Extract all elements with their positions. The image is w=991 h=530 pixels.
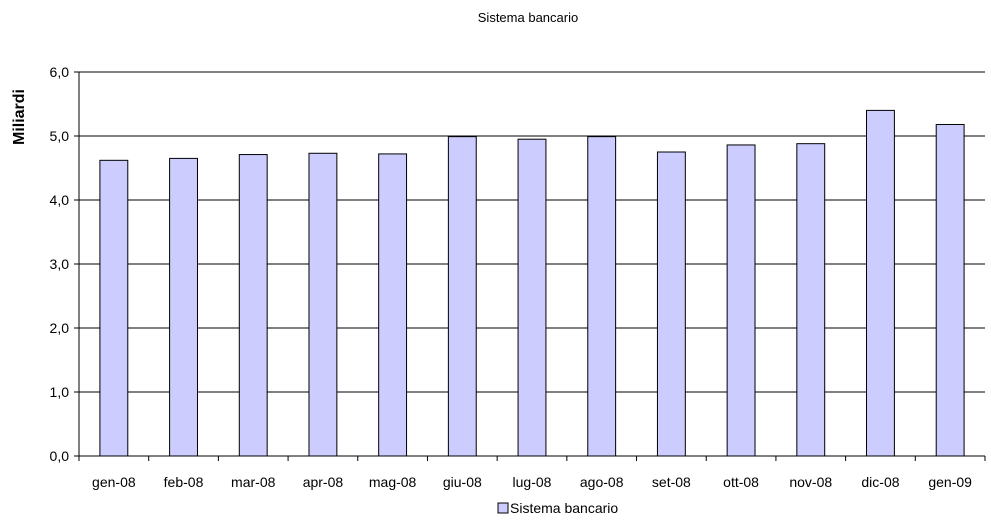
x-tick-label: mag-08 — [369, 474, 417, 490]
bar — [656, 151, 686, 457]
axes: 0,0 1,0 2,0 3,0 4,0 5,0 6,0 gen-08 feb-08 mar-08 a… — [50, 64, 986, 490]
bar — [169, 157, 198, 457]
chart-title: Sistema bancario — [478, 10, 578, 25]
x-tick-label: dic-08 — [861, 474, 899, 490]
bar — [587, 136, 617, 457]
x-tick-label: apr-08 — [303, 474, 344, 490]
x-tick-label: ago-08 — [580, 474, 624, 490]
bar — [866, 109, 895, 457]
x-tick-label: lug-08 — [513, 474, 552, 490]
bars — [99, 109, 965, 457]
x-tick-label: ott-08 — [723, 474, 759, 490]
legend-label: Sistema bancario — [510, 500, 618, 516]
bar — [935, 123, 965, 457]
y-tick-label: 1,0 — [50, 384, 70, 400]
bar — [796, 143, 826, 457]
bar — [308, 152, 338, 457]
x-tick-label: mar-08 — [231, 474, 276, 490]
x-tick-label: gen-09 — [928, 474, 972, 490]
y-tick-label: 2,0 — [50, 320, 70, 336]
y-tick-label: 4,0 — [50, 192, 70, 208]
y-tick-label: 0,0 — [50, 448, 70, 464]
x-tick-label: feb-08 — [164, 474, 204, 490]
y-tick-label: 3,0 — [50, 256, 70, 272]
x-tick-label: set-08 — [652, 474, 691, 490]
x-tick-label: giu-08 — [443, 474, 482, 490]
y-tick-label: 6,0 — [50, 64, 70, 80]
x-tick-label: nov-08 — [789, 474, 832, 490]
legend: Sistema bancario — [497, 500, 618, 516]
bar — [517, 138, 547, 457]
y-axis-title: Miliardi — [11, 89, 28, 145]
bar — [447, 136, 477, 457]
legend-swatch — [497, 502, 509, 514]
bar — [726, 144, 756, 457]
y-tick-label: 5,0 — [50, 128, 70, 144]
bar — [238, 154, 268, 457]
x-tick-label: gen-08 — [92, 474, 136, 490]
bar — [99, 159, 129, 457]
bar — [378, 153, 408, 457]
